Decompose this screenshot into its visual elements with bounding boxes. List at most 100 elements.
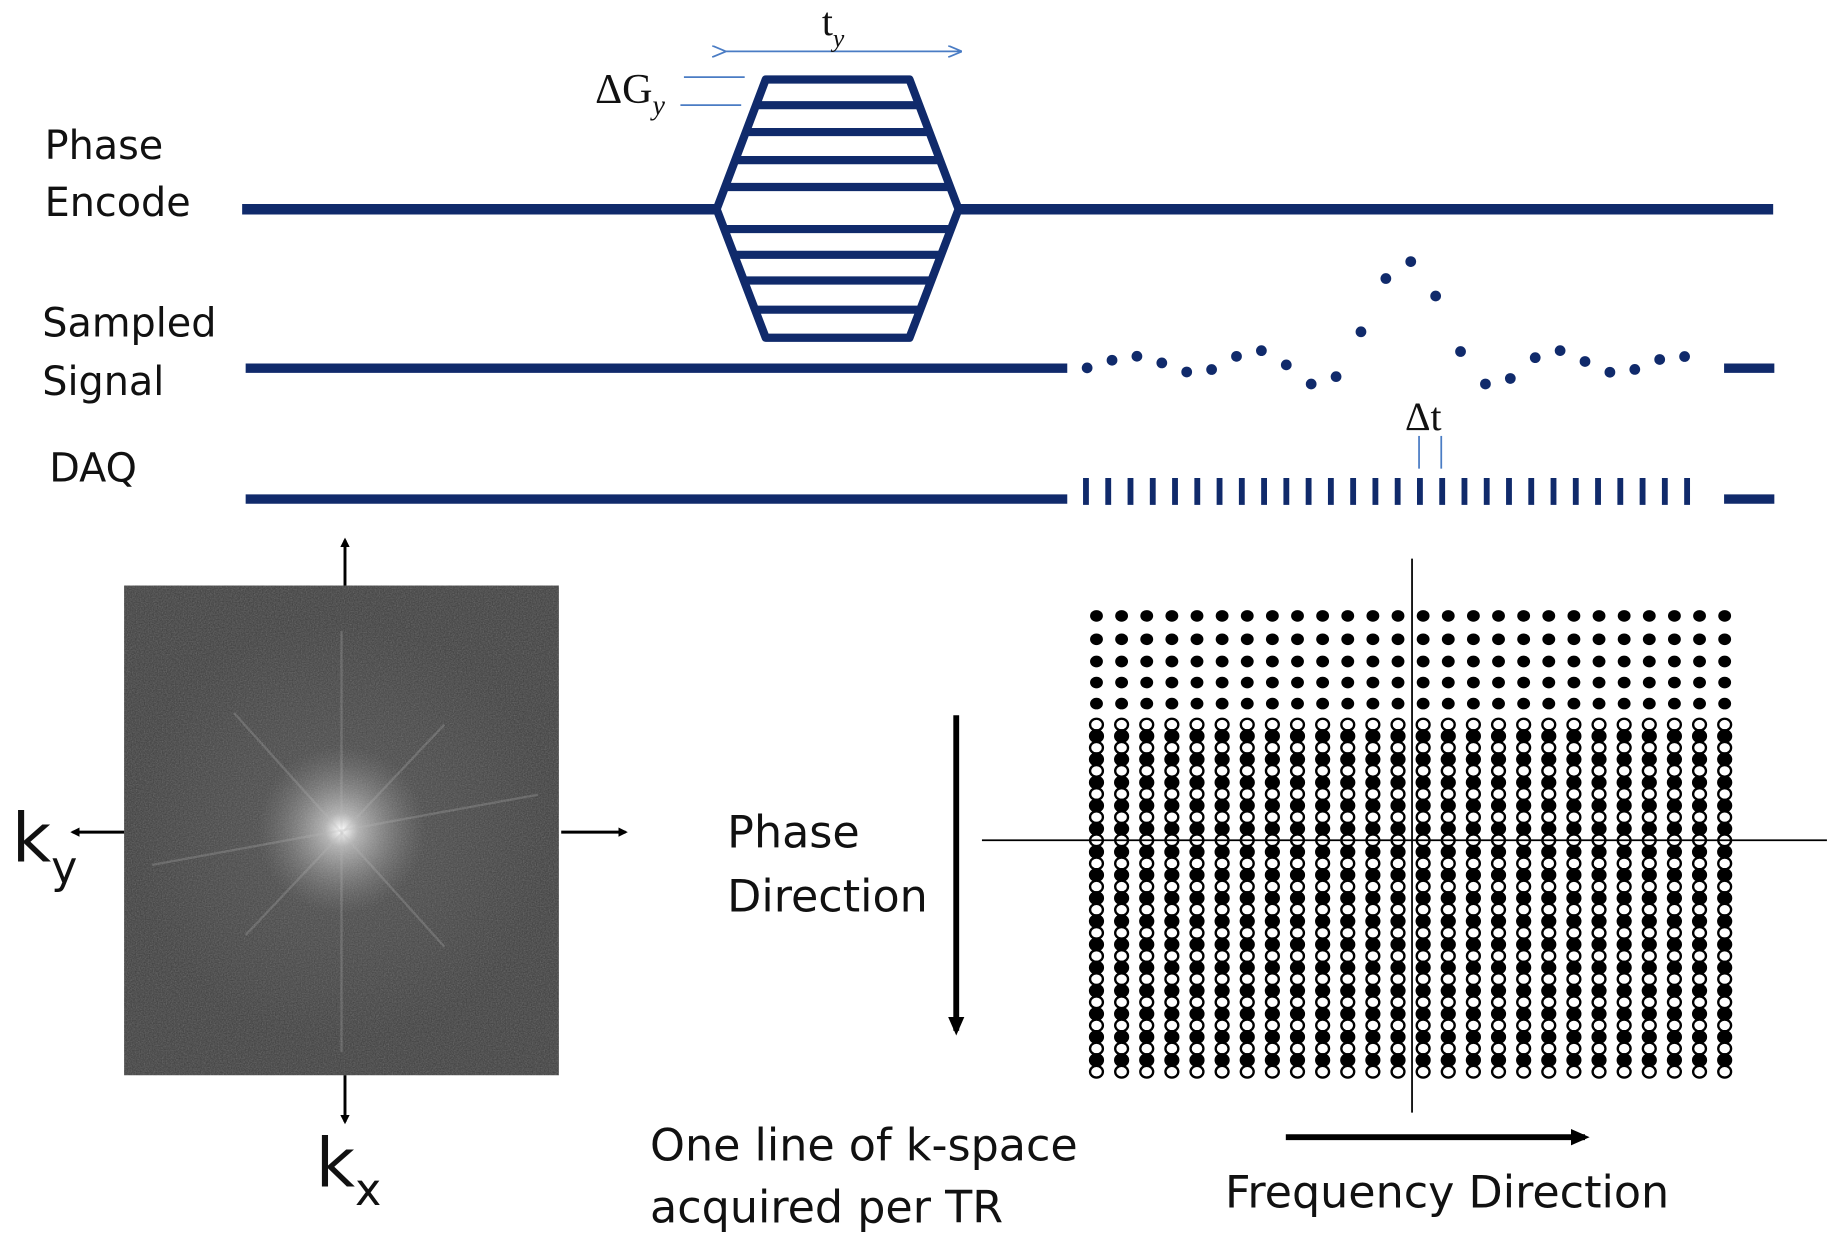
- grid-point: [1643, 742, 1656, 754]
- grid-point: [1693, 892, 1706, 904]
- grid-point: [1467, 858, 1480, 870]
- grid-point: [1140, 788, 1153, 800]
- grid-point: [1593, 823, 1606, 835]
- grid-point: [1090, 823, 1103, 835]
- grid-point: [1593, 1054, 1606, 1066]
- grid-point: [1567, 915, 1580, 927]
- sample: [1306, 379, 1317, 390]
- grid-point: [1266, 719, 1279, 731]
- grid-point: [1366, 800, 1379, 812]
- grid-point: [1668, 973, 1681, 985]
- grid-point: [1165, 892, 1178, 904]
- grid-point: [1191, 633, 1204, 645]
- grid-point: [1492, 1008, 1505, 1020]
- grid-point: [1718, 962, 1731, 974]
- grid-point: [1718, 1020, 1731, 1032]
- grid-point: [1241, 950, 1254, 962]
- grid-point: [1492, 823, 1505, 835]
- grid-point: [1467, 677, 1480, 689]
- grid-point: [1668, 950, 1681, 962]
- grid-point: [1643, 1008, 1656, 1020]
- grid-point: [1392, 633, 1405, 645]
- grid-point: [1291, 950, 1304, 962]
- grid-point: [1216, 892, 1229, 904]
- grid-point: [1090, 656, 1103, 668]
- grid-point: [1266, 1043, 1279, 1055]
- grid-point: [1366, 1054, 1379, 1066]
- grid-point: [1567, 950, 1580, 962]
- grid-point: [1567, 846, 1580, 858]
- grid-point: [1090, 753, 1103, 765]
- grid-point: [1718, 753, 1731, 765]
- grid-point: [1442, 939, 1455, 951]
- grid-point: [1567, 858, 1580, 870]
- grid-point: [1341, 811, 1354, 823]
- grid-point: [1140, 823, 1153, 835]
- grid-point: [1140, 985, 1153, 997]
- grid-point: [1216, 811, 1229, 823]
- grid-point: [1266, 950, 1279, 962]
- grid-point: [1593, 777, 1606, 789]
- grid-point: [1567, 962, 1580, 974]
- grid-point: [1316, 730, 1329, 742]
- grid-point: [1366, 973, 1379, 985]
- grid-point: [1668, 823, 1681, 835]
- grid-point: [1392, 777, 1405, 789]
- grid-point: [1140, 846, 1153, 858]
- grid-point: [1216, 753, 1229, 765]
- grid-point: [1140, 730, 1153, 742]
- grid-point: [1241, 985, 1254, 997]
- grid-point: [1693, 788, 1706, 800]
- grid-point: [1442, 927, 1455, 939]
- grid-point: [1718, 973, 1731, 985]
- grid-point: [1542, 800, 1555, 812]
- grid-point: [1266, 677, 1279, 689]
- grid-point: [1366, 823, 1379, 835]
- grid-point: [1467, 765, 1480, 777]
- grid-point: [1618, 719, 1631, 731]
- grid-point: [1542, 1031, 1555, 1043]
- grid-point: [1517, 1066, 1530, 1078]
- grid-point: [1191, 656, 1204, 668]
- grid-point: [1643, 904, 1656, 916]
- grid-point: [1718, 1054, 1731, 1066]
- grid-point: [1341, 962, 1354, 974]
- grid-point: [1517, 753, 1530, 765]
- grid-point: [1341, 742, 1354, 754]
- grid-point: [1316, 939, 1329, 951]
- grid-point: [1618, 973, 1631, 985]
- grid-point: [1341, 904, 1354, 916]
- grid-point: [1417, 1008, 1430, 1020]
- grid-point: [1316, 973, 1329, 985]
- grid-point: [1718, 939, 1731, 951]
- grid-point: [1417, 927, 1430, 939]
- grid-point: [1417, 719, 1430, 731]
- grid-point: [1618, 742, 1631, 754]
- grid-point: [1593, 881, 1606, 893]
- sample: [1505, 373, 1516, 384]
- grid-point: [1718, 742, 1731, 754]
- grid-point: [1165, 950, 1178, 962]
- grid-point: [1266, 892, 1279, 904]
- grid-point: [1216, 869, 1229, 881]
- grid-point: [1718, 881, 1731, 893]
- grid-point: [1517, 858, 1530, 870]
- grid-point: [1165, 677, 1178, 689]
- grid-point: [1115, 939, 1128, 951]
- grid-point: [1366, 719, 1379, 731]
- grid-point: [1542, 962, 1555, 974]
- grid-point: [1241, 892, 1254, 904]
- grid-point: [1115, 996, 1128, 1008]
- grid-point: [1291, 777, 1304, 789]
- grid-point: [1492, 677, 1505, 689]
- grid-point: [1542, 915, 1555, 927]
- grid-point: [1366, 927, 1379, 939]
- grid-point: [1291, 846, 1304, 858]
- grid-point: [1417, 823, 1430, 835]
- grid-point: [1718, 915, 1731, 927]
- grid-point: [1241, 927, 1254, 939]
- grid-point: [1668, 777, 1681, 789]
- grid-point: [1316, 915, 1329, 927]
- grid-point: [1467, 869, 1480, 881]
- grid-point: [1643, 777, 1656, 789]
